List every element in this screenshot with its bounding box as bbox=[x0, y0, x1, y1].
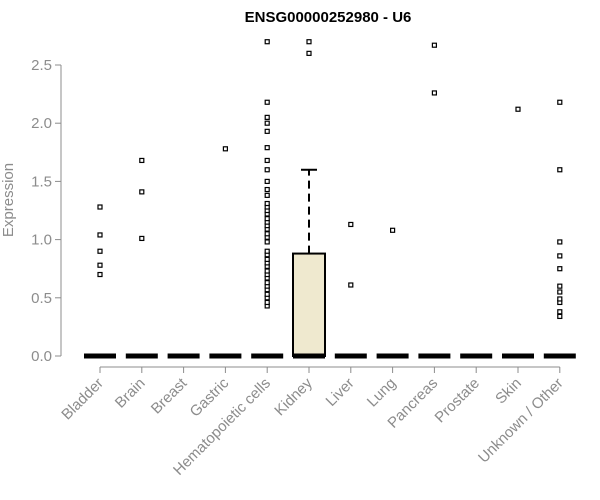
x-tick-label: Skin bbox=[492, 375, 525, 408]
outlier-point bbox=[264, 120, 270, 126]
outlier-point bbox=[264, 299, 270, 306]
y-axis: 0.0 0.5 1.0 1.5 2.0 2.5 bbox=[31, 57, 62, 365]
outlier-point bbox=[264, 280, 270, 286]
chart-title: ENSG00000252980 - U6 bbox=[245, 9, 412, 26]
outlier-point bbox=[97, 262, 103, 268]
outlier-point bbox=[139, 235, 145, 242]
y-tick-label: 2.0 bbox=[31, 115, 52, 132]
outlier-point bbox=[557, 266, 563, 272]
outlier-point bbox=[557, 253, 563, 259]
outlier-point bbox=[431, 42, 437, 48]
x-tick-label: Kidney bbox=[271, 374, 316, 419]
outlier-point bbox=[264, 216, 270, 222]
outlier-point bbox=[264, 114, 270, 120]
outlier-point bbox=[557, 99, 563, 105]
outlier-point bbox=[515, 106, 521, 112]
outlier-point bbox=[264, 39, 270, 45]
x-tick-label: Prostate bbox=[431, 375, 483, 427]
box-group bbox=[251, 39, 284, 359]
y-tick-label: 2.5 bbox=[31, 57, 52, 74]
outlier-point bbox=[264, 248, 270, 254]
y-tick-label: 1.0 bbox=[31, 232, 52, 249]
box-group bbox=[209, 146, 242, 359]
outlier-point bbox=[264, 268, 270, 274]
plot-area bbox=[84, 39, 576, 359]
x-tick-label: Lung bbox=[364, 375, 400, 411]
outlier-point bbox=[264, 200, 270, 207]
box-iqr bbox=[292, 252, 326, 357]
y-axis-label: Expression bbox=[0, 163, 17, 237]
outlier-point bbox=[306, 50, 312, 56]
box-group bbox=[418, 42, 451, 359]
outlier-point bbox=[222, 146, 228, 152]
outlier-point bbox=[557, 313, 563, 320]
outlier-point bbox=[97, 271, 103, 278]
box-group bbox=[334, 221, 367, 359]
outlier-point bbox=[390, 227, 396, 233]
outlier-point bbox=[264, 239, 270, 245]
y-tick-label: 0.0 bbox=[31, 348, 52, 365]
outlier-point bbox=[348, 282, 354, 288]
outlier-point bbox=[264, 145, 270, 151]
outlier-point bbox=[264, 256, 270, 262]
x-tick-label: Liver bbox=[323, 375, 358, 410]
outlier-point bbox=[557, 283, 563, 289]
y-tick-label: 0.5 bbox=[31, 290, 52, 307]
outlier-point bbox=[264, 231, 270, 237]
outlier-point bbox=[264, 99, 270, 105]
y-tick-label: 1.5 bbox=[31, 173, 52, 190]
box-group bbox=[292, 39, 326, 359]
x-tick-label: Brain bbox=[112, 375, 149, 412]
outlier-point bbox=[348, 221, 354, 228]
outlier-point bbox=[264, 192, 270, 198]
outlier-point bbox=[557, 289, 563, 295]
outlier-point bbox=[557, 239, 563, 245]
outlier-point bbox=[97, 232, 103, 238]
box-group bbox=[502, 106, 534, 359]
outlier-point bbox=[139, 157, 145, 164]
outlier-point bbox=[557, 167, 563, 173]
outlier-point bbox=[306, 39, 312, 45]
box-group bbox=[125, 157, 158, 359]
outlier-point bbox=[557, 309, 563, 315]
outlier-point bbox=[264, 178, 270, 184]
outlier-point bbox=[264, 128, 270, 134]
outlier-point bbox=[264, 167, 270, 173]
box-group bbox=[376, 227, 409, 359]
outlier-point bbox=[264, 157, 270, 164]
box-group bbox=[84, 204, 116, 359]
outlier-point bbox=[97, 248, 103, 254]
outlier-point bbox=[557, 296, 563, 302]
x-tick-label: Bladder bbox=[58, 375, 107, 424]
outlier-point bbox=[97, 204, 103, 210]
outlier-point bbox=[139, 189, 145, 195]
outlier-point bbox=[264, 186, 270, 193]
x-tick-label: Breast bbox=[148, 374, 191, 417]
box-group bbox=[543, 99, 576, 359]
outlier-point bbox=[264, 291, 270, 297]
outlier-point bbox=[431, 90, 437, 96]
